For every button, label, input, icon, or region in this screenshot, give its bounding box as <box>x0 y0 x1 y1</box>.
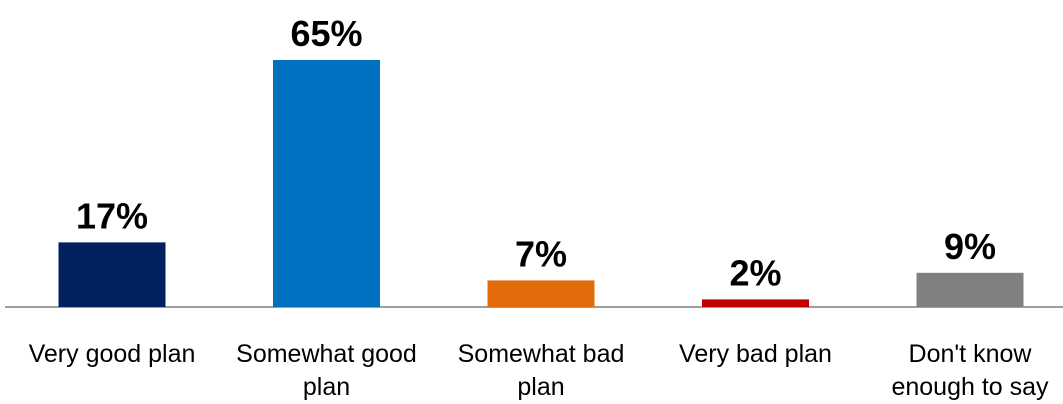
category-label-2: Somewhat bad plan <box>458 340 625 401</box>
category-label-3: Very bad plan <box>679 340 832 368</box>
value-label-0: 17% <box>76 195 148 236</box>
value-labels-group: 17% 65% 7% 2% 9% <box>76 13 996 293</box>
category-label-1: Somewhat good plan <box>236 340 417 401</box>
value-label-2: 7% <box>515 233 567 274</box>
category-label-line: Somewhat bad <box>458 340 625 368</box>
bar-1 <box>273 60 380 307</box>
bar-2 <box>487 280 595 307</box>
category-label-line: enough to say <box>891 373 1049 401</box>
category-label-line: plan <box>303 373 350 401</box>
bar-4 <box>916 272 1024 307</box>
bar-0 <box>58 242 166 307</box>
category-label-line: Don't know <box>909 340 1033 368</box>
value-label-3: 2% <box>729 252 781 293</box>
category-labels-group: Very good plan Somewhat good planSomewhat … <box>29 340 1049 401</box>
category-label-0: Very good plan <box>29 340 196 368</box>
category-label-line: plan <box>517 373 564 401</box>
value-label-4: 9% <box>944 226 996 267</box>
value-label-1: 65% <box>290 13 362 54</box>
category-label-line: Very good plan <box>29 340 196 368</box>
category-label-line: Somewhat good <box>236 340 417 368</box>
category-label-line: Very bad plan <box>679 340 832 368</box>
bars-group <box>58 60 1024 307</box>
category-label-4: Don't know enough to say <box>891 340 1049 401</box>
bar-3 <box>702 299 809 307</box>
